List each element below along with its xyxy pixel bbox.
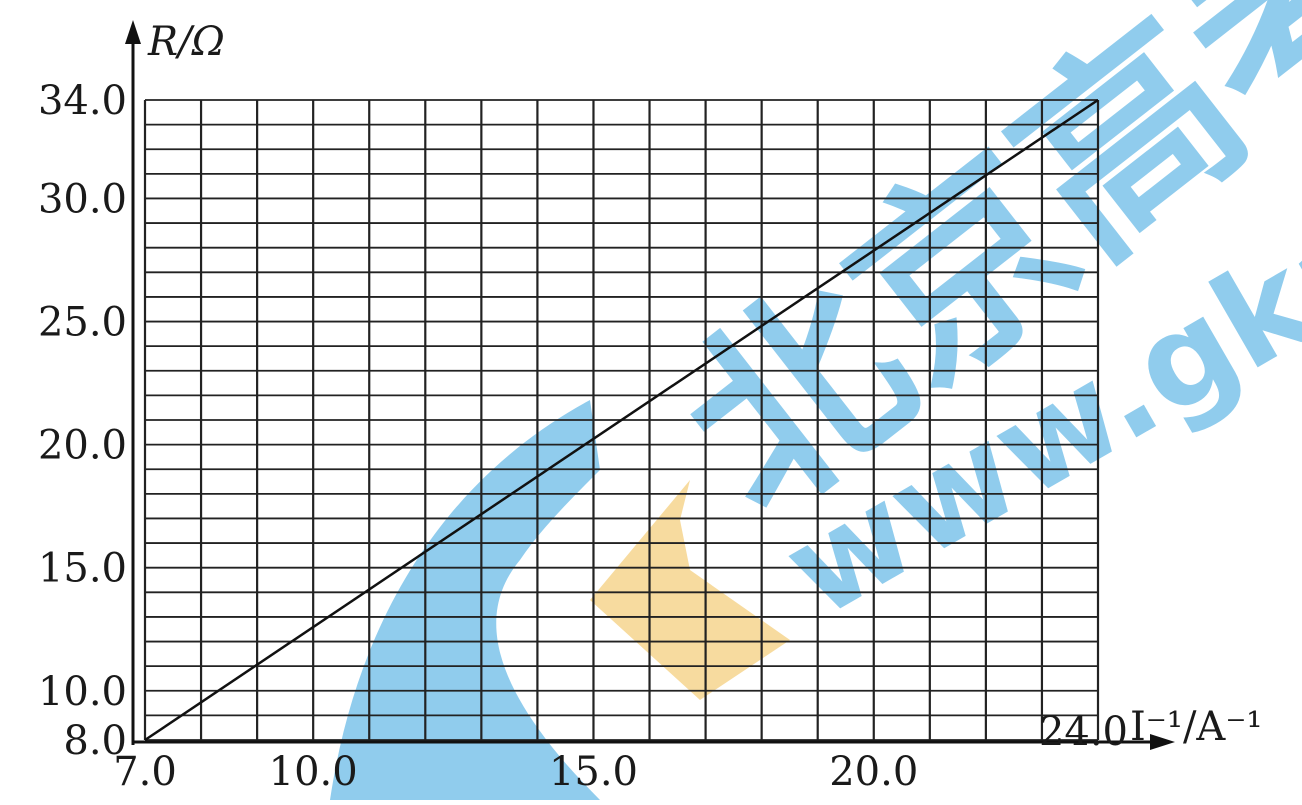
y-tick-label: 34.0 <box>38 78 127 124</box>
y-axis-label: R/Ω <box>147 19 225 65</box>
watermark-logo: 北京高考 www.gkao <box>330 0 1302 800</box>
y-tick-label: 25.0 <box>38 300 127 346</box>
y-tick-label: 30.0 <box>38 176 127 222</box>
watermark-c-shape <box>330 400 600 800</box>
y-axis-arrow <box>125 20 141 44</box>
y-tick-label: 20.0 <box>38 423 127 469</box>
x-axis-label: I⁻¹/A⁻¹ <box>1130 704 1262 750</box>
x-tick-label: 7.0 <box>113 749 177 795</box>
x-tick-label: 15.0 <box>549 749 638 795</box>
y-tick-label: 8.0 <box>63 718 127 764</box>
y-tick-label: 15.0 <box>38 546 127 592</box>
tick-labels: 8.010.015.020.025.030.034.07.0 10.0 15.0 20… <box>38 78 1128 795</box>
x-axis-arrow <box>1150 734 1175 750</box>
watermark-chevron-shape <box>590 480 790 700</box>
axes <box>125 20 1175 750</box>
series <box>144 98 1099 742</box>
y-tick-label: 10.0 <box>38 669 127 715</box>
series-line <box>144 98 1099 742</box>
x-tick-label: 24.0 <box>1039 709 1128 755</box>
x-tick-label: 20.0 <box>829 749 918 795</box>
grid <box>143 99 1100 741</box>
x-tick-label: 10.0 <box>269 749 358 795</box>
